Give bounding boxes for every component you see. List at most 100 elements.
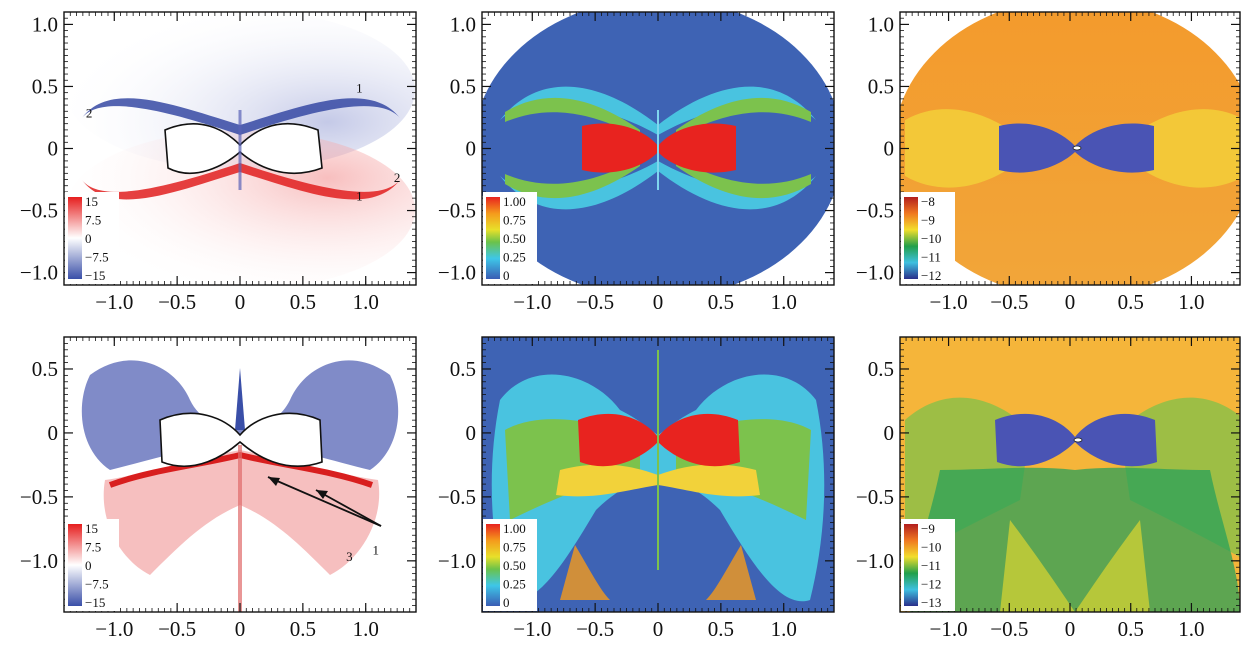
x-tick-label: 0.5	[708, 290, 734, 314]
x-tick-label: 1.0	[353, 617, 379, 641]
y-tick-label: −1.0	[20, 261, 58, 285]
y-tick-label: −1.0	[856, 549, 894, 573]
x-tick-label: 0	[1065, 290, 1076, 314]
y-tick-label: 0	[884, 421, 895, 445]
x-tick-label: 1.0	[1178, 617, 1204, 641]
colorbar-label: 0	[503, 595, 510, 610]
plot-frame	[899, 336, 1241, 613]
y-tick-label: 0	[466, 421, 477, 445]
colorbar-label: −10	[921, 540, 941, 555]
y-tick-label: −0.5	[856, 485, 894, 509]
colorbar-label: −11	[921, 250, 941, 265]
y-tick-label: −1.0	[20, 549, 58, 573]
x-tick-label: 0.5	[290, 290, 316, 314]
x-tick-label: 1.0	[1178, 290, 1204, 314]
y-tick-label: 0.5	[32, 74, 58, 98]
x-tick-label: 0.5	[1118, 290, 1144, 314]
axes-panel-1-0: −1.0 −0.5 0 0.5 1.0 0.5 0 −0.5 −1.0 15 7.5 0 −7.5 −15…	[20, 336, 417, 641]
axes-panel-0-0: −1.0 −0.5 0 0.5 1.0 −1.0 −0.5 0 0.5 1.0 15 7.5 0 −7.5…	[20, 11, 417, 314]
x-tick-label: 0.5	[1118, 617, 1144, 641]
x-tick-label: −0.5	[158, 290, 196, 314]
y-tick-label: 0	[48, 421, 59, 445]
axes-panel-0-1: −1.0 −0.5 0 0.5 1.0 −1.0 −0.5 0 0.5 1.0 1.00 0.75 0.…	[438, 11, 835, 314]
y-tick-label: 0.5	[868, 74, 894, 98]
panel-1-0	[64, 337, 416, 612]
colorbar-label: 0.50	[503, 558, 526, 573]
annotation-label: 1	[373, 542, 380, 557]
colorbar-label: 0.75	[503, 213, 526, 228]
colorbar-label: 0	[85, 558, 92, 573]
colorbar-label: 0.50	[503, 231, 526, 246]
colorbar-label: −7.5	[85, 577, 109, 592]
colorbar-label: 15	[85, 521, 98, 536]
annotation-label: 1	[356, 189, 363, 204]
plot-frame	[481, 336, 835, 613]
y-tick-label: 1.0	[32, 12, 58, 36]
colorbar-label: −12	[921, 577, 941, 592]
x-tick-label: −1.0	[95, 617, 133, 641]
plot-frame	[481, 11, 835, 286]
colorbar-label: −7.5	[85, 250, 109, 265]
plot-frame	[899, 11, 1241, 286]
y-tick-label: −1.0	[438, 261, 476, 285]
x-tick-label: 0	[235, 290, 246, 314]
panel-0-2	[900, 12, 1240, 285]
x-tick-label: −1.0	[513, 617, 551, 641]
x-tick-label: 1.0	[353, 290, 379, 314]
y-tick-label: −0.5	[20, 485, 58, 509]
annotation-label: 1	[356, 81, 363, 96]
y-tick-label: −1.0	[438, 549, 476, 573]
x-tick-label: −0.5	[158, 617, 196, 641]
y-tick-label: 0	[48, 137, 59, 161]
y-tick-label: −0.5	[438, 199, 476, 223]
x-tick-label: −0.5	[576, 290, 614, 314]
axes-panel-0-2: −1.0 −0.5 0 0.5 1.0 −1.0 −0.5 0 0.5 1.0 −8 −9 −10 −11…	[856, 11, 1241, 314]
colorbar-label: −12	[921, 268, 941, 283]
x-tick-label: −1.0	[930, 617, 968, 641]
x-tick-label: 1.0	[771, 617, 797, 641]
x-tick-label: −0.5	[990, 290, 1028, 314]
y-tick-label: 1.0	[450, 12, 476, 36]
y-tick-label: 0.5	[450, 357, 476, 381]
x-tick-label: 1.0	[771, 290, 797, 314]
annotation-label: 3	[346, 549, 353, 564]
colorbar-label: 7.5	[85, 213, 101, 228]
colorbar-gradient	[904, 197, 918, 279]
axes-panel-1-2: −1.0 −0.5 0 0.5 1.0 0.5 0 −0.5 −1.0 −9 −10 −11 −12 −1…	[856, 336, 1241, 641]
colorbar-label: 0	[85, 231, 92, 246]
panel-0-1	[482, 12, 834, 285]
y-tick-label: 0.5	[868, 357, 894, 381]
colorbar-label: 0.25	[503, 577, 526, 592]
x-tick-label: 0.5	[290, 617, 316, 641]
y-tick-label: −0.5	[20, 199, 58, 223]
y-tick-label: 0	[884, 137, 895, 161]
x-tick-label: 0	[653, 290, 664, 314]
x-tick-label: 0	[1065, 617, 1076, 641]
colorbar-gradient	[68, 524, 82, 606]
x-tick-label: −1.0	[930, 290, 968, 314]
panel-1-1	[482, 337, 834, 612]
y-tick-label: −1.0	[856, 261, 894, 285]
y-tick-label: 0.5	[450, 74, 476, 98]
x-tick-label: −1.0	[513, 290, 551, 314]
colorbar-label: 0.25	[503, 250, 526, 265]
colorbar-label: −8	[921, 194, 935, 209]
colorbar-label: 1.00	[503, 521, 526, 536]
x-tick-label: −0.5	[990, 617, 1028, 641]
plot-frame	[63, 336, 417, 613]
colorbar-label: 0.75	[503, 540, 526, 555]
x-tick-label: −1.0	[95, 290, 133, 314]
y-tick-label: −0.5	[438, 485, 476, 509]
plot-frame	[63, 11, 417, 286]
colorbar-label: 7.5	[85, 540, 101, 555]
x-tick-label: 0	[653, 617, 664, 641]
colorbar-label: 1.00	[503, 194, 526, 209]
colorbar-label: −15	[85, 268, 105, 283]
colorbar-label: 0	[503, 268, 510, 283]
colorbar-gradient	[68, 197, 82, 279]
panel-0-0	[64, 12, 416, 285]
colorbar-label: −9	[921, 521, 935, 536]
x-tick-label: 0	[235, 617, 246, 641]
colorbar-gradient	[486, 524, 500, 606]
